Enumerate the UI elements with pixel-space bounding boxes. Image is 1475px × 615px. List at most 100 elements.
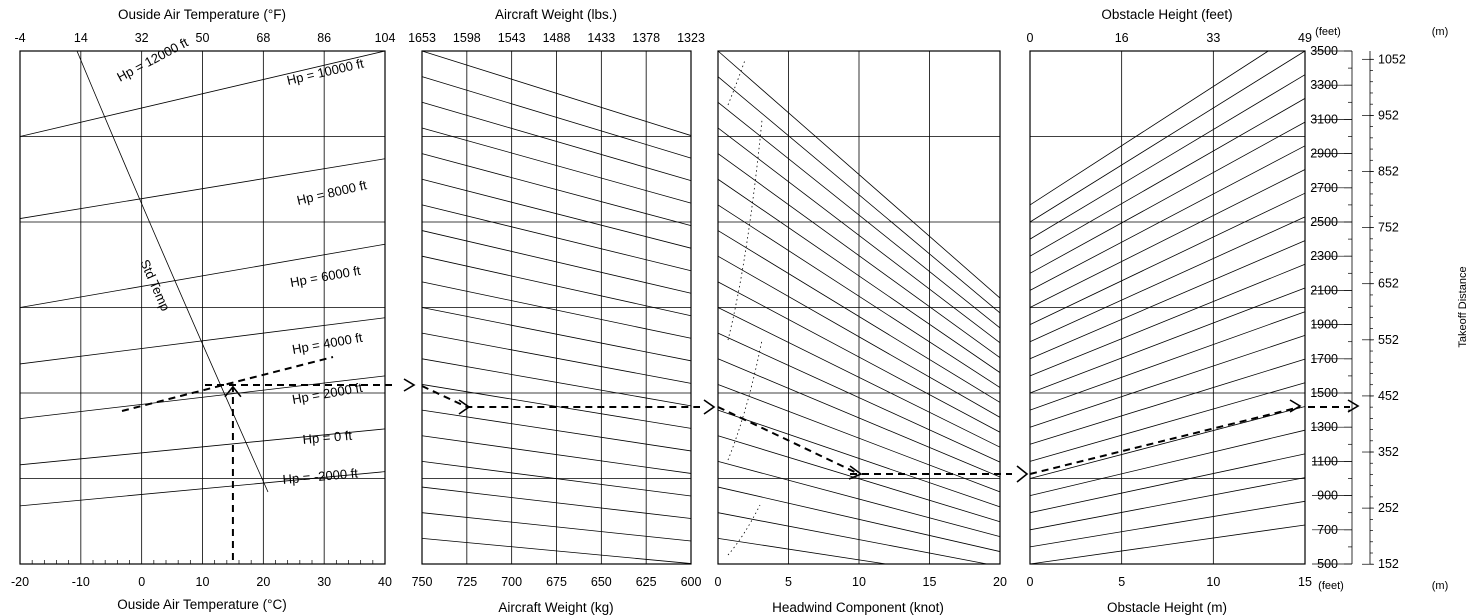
- feet-scale-label: 1700: [1310, 352, 1338, 366]
- weight-lbs-tick-label: 1598: [453, 31, 481, 45]
- headwind-guide-line: [717, 127, 1001, 344]
- weight-lbs-tick-label: 1488: [543, 31, 571, 45]
- weight-guide-line: [421, 486, 692, 519]
- headwind-guide-line: [717, 332, 1001, 463]
- obstacle-guide-line: [1029, 263, 1306, 377]
- obstacle-guide-line: [1029, 429, 1306, 496]
- pressure-altitude-line: [19, 471, 386, 507]
- panel-frame-temperature: [19, 50, 386, 565]
- obstacle-m-tick-label: 5: [1118, 575, 1125, 589]
- feet-scale-label: 900: [1317, 489, 1338, 503]
- temp-c-tick-label: 0: [138, 575, 145, 589]
- headwind-dotted-curve: [727, 339, 763, 461]
- obstacle-bottom-axis-title: Obstacle Height (m): [1107, 600, 1227, 615]
- obstacle-m-tick-label: 15: [1298, 575, 1312, 589]
- weight-kg-tick-label: 650: [591, 575, 612, 589]
- headwind-tick-label: 20: [993, 575, 1007, 589]
- example-arrow-right: [1347, 399, 1360, 413]
- temp-c-tick-label: 20: [256, 575, 270, 589]
- weight-guide-line: [421, 358, 692, 407]
- metre-scale-label: 952: [1378, 108, 1399, 122]
- obstacle-guide-line: [1029, 50, 1306, 223]
- obstacle-guide-line: [1029, 500, 1306, 548]
- weight-guide-line: [421, 281, 692, 339]
- y-axis-m-unit-top: (m): [1432, 26, 1449, 38]
- x-unit-bottom-m: (m): [1432, 580, 1449, 592]
- obstacle-guide-line: [1029, 382, 1306, 462]
- metre-scale-label: 652: [1378, 277, 1399, 291]
- feet-scale-label: 1300: [1310, 420, 1338, 434]
- weight-guide-line: [421, 127, 692, 204]
- example-arrow-right: [403, 378, 416, 392]
- feet-scale-label: 3500: [1310, 44, 1338, 58]
- weight-guide-line: [421, 230, 692, 294]
- panel-frame-headwind: [717, 50, 1001, 565]
- temp-f-tick-label: 86: [317, 31, 331, 45]
- weight-guide-line: [421, 76, 692, 159]
- headwind-guide-line: [717, 358, 1001, 478]
- headwind-guide-line: [717, 101, 1001, 329]
- metre-scale-label: 852: [1378, 165, 1399, 179]
- example-obstacle-path: [1029, 406, 1301, 475]
- feet-scale-label: 2900: [1310, 147, 1338, 161]
- weight-lbs-tick-label: 1543: [498, 31, 526, 45]
- obstacle-guide-line: [1029, 169, 1306, 308]
- metre-scale-label: 752: [1378, 221, 1399, 235]
- obstacle-guide-line: [1029, 216, 1306, 343]
- example-arrow-right: [1016, 465, 1029, 483]
- temp-c-tick-label: -20: [11, 575, 29, 589]
- feet-scale-label: 700: [1317, 523, 1338, 537]
- headwind-guide-line: [717, 486, 1001, 552]
- obstacle-guide-line: [1029, 287, 1306, 394]
- feet-scale-label: 1500: [1310, 386, 1338, 400]
- panel-frame-obstacle: [1029, 50, 1306, 565]
- metre-scale-label: 252: [1378, 501, 1399, 515]
- feet-scale-label: 3300: [1310, 78, 1338, 92]
- obstacle-m-tick-label: 10: [1206, 575, 1220, 589]
- weight-guide-line: [421, 178, 692, 249]
- weight-guide-line: [421, 537, 692, 564]
- example-arrow: [848, 465, 863, 480]
- pressure-altitude-label: Hp = 12000 ft: [114, 34, 191, 84]
- weight-kg-tick-label: 625: [636, 575, 657, 589]
- headwind-dotted-curve: [727, 504, 761, 556]
- obstacle-ft-tick-label: 49: [1298, 31, 1312, 45]
- feet-scale-label: 2100: [1310, 283, 1338, 297]
- headwind-guide-line: [717, 537, 887, 565]
- example-arrow-right: [703, 399, 716, 415]
- metre-scale-label: 452: [1378, 389, 1399, 403]
- obstacle-guide-line: [1029, 335, 1306, 428]
- weight-kg-tick-label: 750: [412, 575, 433, 589]
- weight-kg-tick-label: 725: [456, 575, 477, 589]
- weight-kg-tick-label: 675: [546, 575, 567, 589]
- headwind-tick-label: 0: [715, 575, 722, 589]
- pressure-altitude-line: [19, 50, 386, 137]
- headwind-dotted-curve: [727, 119, 763, 341]
- headwind-guide-line: [717, 435, 1001, 523]
- weight-guide-line: [421, 204, 692, 272]
- pressure-altitude-line: [19, 317, 386, 365]
- headwind-guide-line: [717, 50, 1001, 299]
- feet-scale-label: 2300: [1310, 249, 1338, 263]
- headwind-guide-line: [717, 461, 1001, 538]
- temp-bottom-axis-title: Ouside Air Temperature (°C): [117, 597, 286, 612]
- temp-c-tick-label: -10: [72, 575, 90, 589]
- headwind-tick-label: 15: [923, 575, 937, 589]
- example-arrow-up: [224, 385, 242, 398]
- weight-lbs-tick-label: 1323: [677, 31, 705, 45]
- temp-f-tick-label: 32: [135, 31, 149, 45]
- temp-f-tick-label: 104: [375, 31, 396, 45]
- pressure-altitude-label: Hp = 2000 ft: [291, 380, 364, 407]
- metre-scale-label: 152: [1378, 557, 1399, 571]
- headwind-guide-line: [717, 204, 1001, 388]
- y-axis-feet-unit-top: (feet): [1315, 26, 1341, 38]
- temp-top-axis-title: Ouside Air Temperature (°F): [118, 7, 286, 22]
- guide-lines-layer: [19, 50, 1306, 565]
- pressure-altitude-line: [19, 158, 386, 219]
- temp-c-tick-label: 10: [196, 575, 210, 589]
- obstacle-guide-line: [1029, 98, 1306, 257]
- weight-lbs-tick-label: 1433: [587, 31, 615, 45]
- pressure-altitude-label: Hp = 0 ft: [302, 428, 353, 447]
- grid-layer: [20, 50, 1374, 565]
